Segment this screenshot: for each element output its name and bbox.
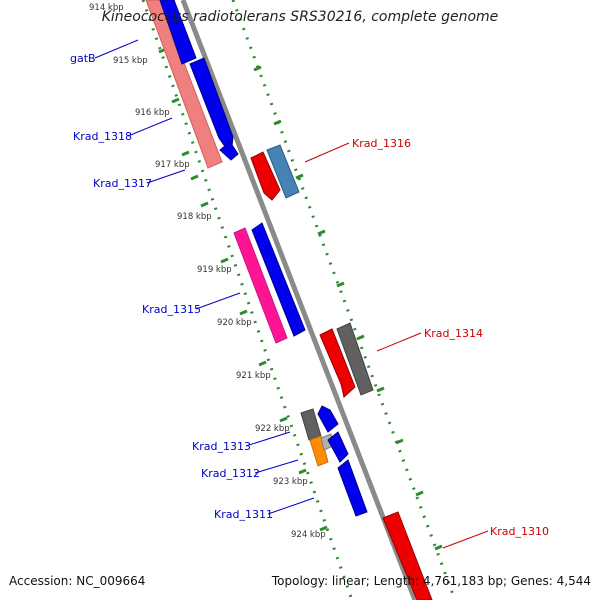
kbp-label-919: 919 kbp [197, 265, 232, 275]
left-leader-lines [94, 39, 315, 515]
accession-text: Accession: NC_009664 [9, 574, 146, 588]
kbp-label-924: 924 kbp [291, 530, 326, 540]
gene-Krad_1317[interactable] [219, 141, 239, 161]
right-leader-lines [304, 142, 489, 549]
genome-title: Kineococcus radiotolerans SRS30216, comp… [101, 9, 499, 25]
gene-label-Krad_1311[interactable]: Krad_1311 [214, 508, 273, 521]
gene-Krad_1315[interactable] [233, 227, 288, 344]
kbp-label-914: 914 kbp [89, 3, 124, 13]
gene-blue-small-2[interactable] [327, 431, 349, 463]
gene-Krad_1314-red[interactable] [319, 328, 356, 398]
kbp-label-918: 918 kbp [177, 212, 212, 222]
kbp-label-920: 920 kbp [217, 318, 252, 328]
gene-Krad_1316[interactable] [266, 144, 300, 199]
genome-backbone [180, 0, 418, 600]
gene-gatB[interactable] [145, 0, 223, 169]
kbp-label-915: 915 kbp [113, 56, 148, 66]
gene-Krad_1316-red[interactable] [250, 151, 281, 201]
gene-Krad_1314[interactable] [336, 322, 374, 396]
gene-Krad_1310[interactable] [382, 511, 433, 600]
kbp-label-916: 916 kbp [135, 108, 170, 118]
gene-blue-small-1[interactable] [317, 405, 339, 433]
gene-label-Krad_1314[interactable]: Krad_1314 [424, 327, 483, 340]
left-major-ticks [158, 47, 328, 532]
right-major-ticks [253, 65, 443, 551]
gene-label-Krad_1310[interactable]: Krad_1310 [490, 525, 549, 538]
gene-label-Krad_1313[interactable]: Krad_1313 [192, 440, 251, 453]
gene-Krad_1311[interactable] [337, 459, 368, 517]
gene-blue-top[interactable] [159, 0, 197, 65]
kbp-label-917: 917 kbp [155, 160, 190, 170]
gene-label-Krad_1318[interactable]: Krad_1318 [73, 130, 132, 143]
gene-label-Krad_1312[interactable]: Krad_1312 [201, 467, 260, 480]
gene-blue-mid[interactable] [251, 222, 306, 337]
gene-label-Krad_1316[interactable]: Krad_1316 [352, 137, 411, 150]
kbp-label-923: 923 kbp [273, 477, 308, 487]
gene-label-Krad_1317[interactable]: Krad_1317 [93, 177, 152, 190]
gene-label-gatB[interactable]: gatB [70, 52, 96, 65]
genome-summary-text: Topology: linear; Length: 4,761,183 bp; … [271, 574, 591, 588]
kbp-label-922: 922 kbp [255, 424, 290, 434]
gene-label-Krad_1315[interactable]: Krad_1315 [142, 303, 201, 316]
gene-Krad_1312[interactable] [309, 435, 329, 467]
kbp-label-921: 921 kbp [236, 371, 271, 381]
